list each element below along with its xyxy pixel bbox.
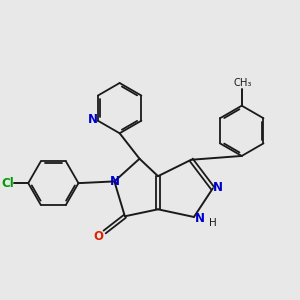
Text: O: O: [93, 230, 103, 243]
Text: CH₃: CH₃: [234, 78, 252, 88]
Text: Cl: Cl: [1, 177, 14, 190]
Text: N: N: [88, 113, 98, 126]
Text: H: H: [209, 218, 217, 228]
Text: N: N: [213, 181, 224, 194]
Text: N: N: [194, 212, 205, 225]
Text: N: N: [110, 175, 119, 188]
